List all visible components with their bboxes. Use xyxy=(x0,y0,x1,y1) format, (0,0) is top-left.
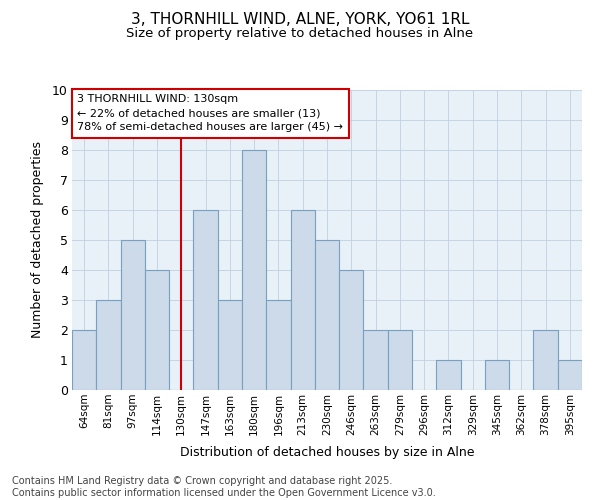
Bar xyxy=(315,240,339,390)
Bar xyxy=(121,240,145,390)
Bar xyxy=(72,330,96,390)
Text: Size of property relative to detached houses in Alne: Size of property relative to detached ho… xyxy=(127,28,473,40)
Bar xyxy=(558,360,582,390)
Bar xyxy=(339,270,364,390)
Bar xyxy=(266,300,290,390)
Bar xyxy=(193,210,218,390)
Bar xyxy=(485,360,509,390)
Bar xyxy=(388,330,412,390)
Bar xyxy=(242,150,266,390)
Bar xyxy=(290,210,315,390)
Bar xyxy=(96,300,121,390)
Text: Contains HM Land Registry data © Crown copyright and database right 2025.
Contai: Contains HM Land Registry data © Crown c… xyxy=(12,476,436,498)
Bar xyxy=(218,300,242,390)
Y-axis label: Number of detached properties: Number of detached properties xyxy=(31,142,44,338)
X-axis label: Distribution of detached houses by size in Alne: Distribution of detached houses by size … xyxy=(180,446,474,459)
Bar xyxy=(145,270,169,390)
Bar xyxy=(364,330,388,390)
Text: 3, THORNHILL WIND, ALNE, YORK, YO61 1RL: 3, THORNHILL WIND, ALNE, YORK, YO61 1RL xyxy=(131,12,469,28)
Bar xyxy=(533,330,558,390)
Bar xyxy=(436,360,461,390)
Text: 3 THORNHILL WIND: 130sqm
← 22% of detached houses are smaller (13)
78% of semi-d: 3 THORNHILL WIND: 130sqm ← 22% of detach… xyxy=(77,94,343,132)
